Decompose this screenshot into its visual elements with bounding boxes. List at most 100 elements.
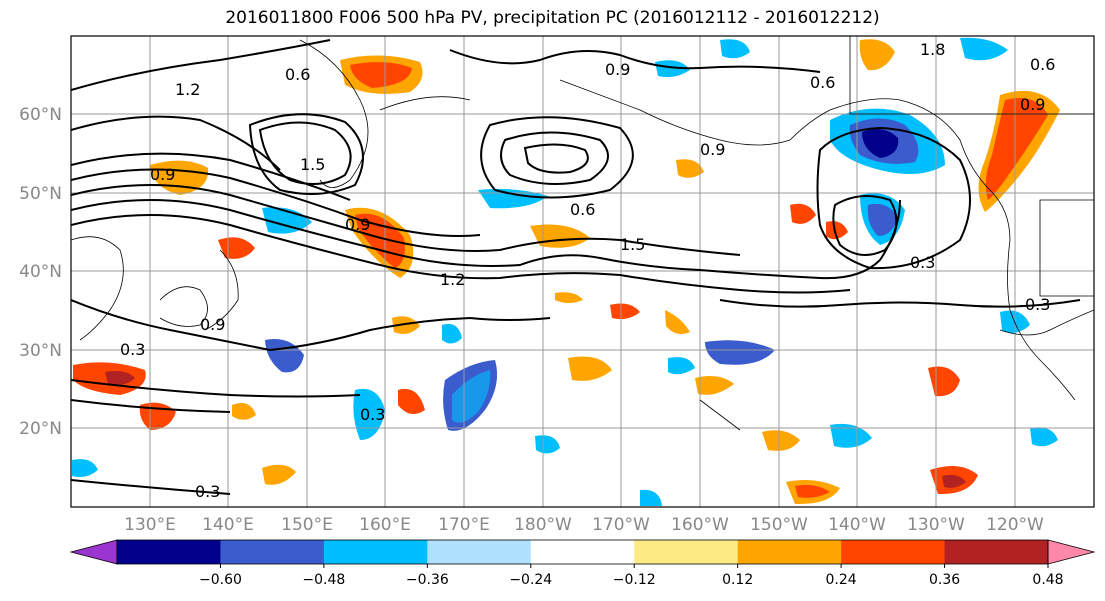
precip-blob [535, 435, 560, 454]
lon-label: 170°W [592, 515, 650, 535]
contour-label: 0.3 [360, 405, 385, 424]
precip-blob [695, 376, 734, 395]
colorbar-segment [530, 540, 635, 564]
contour-label: 1.2 [175, 80, 200, 99]
precip-blob [105, 370, 135, 386]
contour-label: 0.3 [120, 340, 145, 359]
lon-label: 170°E [438, 515, 490, 535]
precip-blob [942, 474, 966, 488]
contour-label: 0.9 [150, 165, 175, 184]
lat-label: 20°N [19, 419, 62, 439]
lat-label: 50°N [19, 184, 62, 204]
colorbar-segment [634, 540, 739, 564]
precip-blob [392, 316, 420, 334]
precip-blob [72, 459, 98, 478]
colorbar-tick-label: 0.12 [722, 572, 753, 588]
lon-label: 160°E [359, 515, 411, 535]
colorbar-tick-label: −0.36 [406, 572, 449, 588]
contour-label: 1.2 [440, 270, 465, 289]
precip-blob [795, 484, 830, 498]
lon-label: 150°W [750, 515, 808, 535]
contour-label: 0.6 [285, 65, 310, 84]
colorbar-tick-label: 0.36 [929, 572, 960, 588]
colorbar-segment [944, 540, 1049, 564]
colorbar-extend-low [69, 539, 118, 565]
colorbar-tick-label: −0.24 [509, 572, 552, 588]
lon-label: 140°W [828, 515, 886, 535]
map-frame [70, 35, 1095, 508]
colorbar-tick-label: −0.48 [302, 572, 345, 588]
lon-label: 140°E [202, 515, 254, 535]
colorbar-tick-label: 0.48 [1032, 572, 1063, 588]
pv-contours [71, 39, 1081, 495]
precip-blob [665, 310, 690, 334]
lon-label: 130°E [124, 515, 176, 535]
colorbar-segment [427, 540, 532, 564]
colorbar-outline [116, 539, 1049, 565]
contour-label: 0.6 [570, 200, 595, 219]
precip-blob [442, 323, 462, 344]
colorbar-tick-label: 0.24 [826, 572, 857, 588]
lon-label: 160°W [671, 515, 729, 535]
map-title: 2016011800 F006 500 hPa PV, precipitatio… [225, 8, 880, 28]
contour-labels: 0.6 0.6 0.6 1.5 1.2 1.5 0.9 1.2 0.9 0.3 … [120, 40, 1055, 501]
lat-label: 40°N [19, 262, 62, 282]
coastlines [71, 36, 1094, 431]
precip-blob [452, 370, 491, 423]
precip-blob [640, 489, 662, 506]
precip-blob [790, 203, 816, 224]
precip-blob [262, 464, 296, 485]
precip-blob [705, 340, 775, 365]
precip-blob [762, 430, 800, 451]
precip-blob [862, 129, 899, 158]
contour-label: 0.3 [1025, 295, 1050, 314]
precip-blob [1030, 427, 1058, 447]
contour-label: 0.6 [1030, 55, 1055, 74]
colorbar-segment [737, 540, 842, 564]
precip-blob [867, 203, 898, 236]
contour-label: 1.5 [620, 235, 645, 254]
lon-label: 150°E [281, 515, 333, 535]
precip-blob [350, 62, 412, 88]
colorbar: −0.60 −0.48 −0.36 −0.24 −0.12 0.12 0.24 0.36 0.4… [69, 539, 1096, 588]
precip-blob [555, 292, 583, 303]
precip-blob [232, 402, 256, 420]
latitude-labels: 60°N 50°N 40°N 30°N 20°N [19, 105, 62, 439]
colorbar-tick-label: −0.12 [613, 572, 656, 588]
precip-blob [960, 37, 1008, 61]
colorbar-extend-high [1047, 539, 1096, 565]
precip-blob [826, 221, 848, 240]
precip-blob [676, 159, 704, 178]
contour-label: 1.8 [920, 40, 945, 59]
precip-blob [859, 39, 895, 71]
contour-label: 0.9 [345, 215, 370, 234]
contour-label: 0.6 [810, 73, 835, 92]
contour-label: 0.9 [700, 140, 725, 159]
lon-label: 120°W [986, 515, 1044, 535]
contour-label: 0.9 [1020, 95, 1045, 114]
precip-blob [668, 357, 695, 375]
colorbar-segment [323, 540, 428, 564]
precip-blob [398, 388, 425, 414]
contour-label: 0.9 [200, 315, 225, 334]
contour-label: 1.5 [300, 155, 325, 174]
precip-blob [478, 188, 548, 209]
precip-blob [353, 388, 385, 440]
contour-label: 0.3 [910, 253, 935, 272]
lon-label: 130°W [907, 515, 965, 535]
precip-blob [655, 60, 690, 78]
colorbar-segment [841, 540, 946, 564]
lat-label: 30°N [19, 341, 62, 361]
contour-label: 0.3 [195, 482, 220, 501]
colorbar-segment [220, 540, 325, 564]
lat-label: 60°N [19, 105, 62, 125]
precip-blob [830, 423, 872, 448]
precip-blob [568, 356, 612, 381]
lon-label: 180°W [514, 515, 572, 535]
contour-label: 0.9 [605, 60, 630, 79]
precip-blob [720, 39, 750, 59]
precip-blob [610, 303, 640, 320]
colorbar-tick-label: −0.60 [199, 572, 242, 588]
precip-blob [218, 237, 255, 259]
